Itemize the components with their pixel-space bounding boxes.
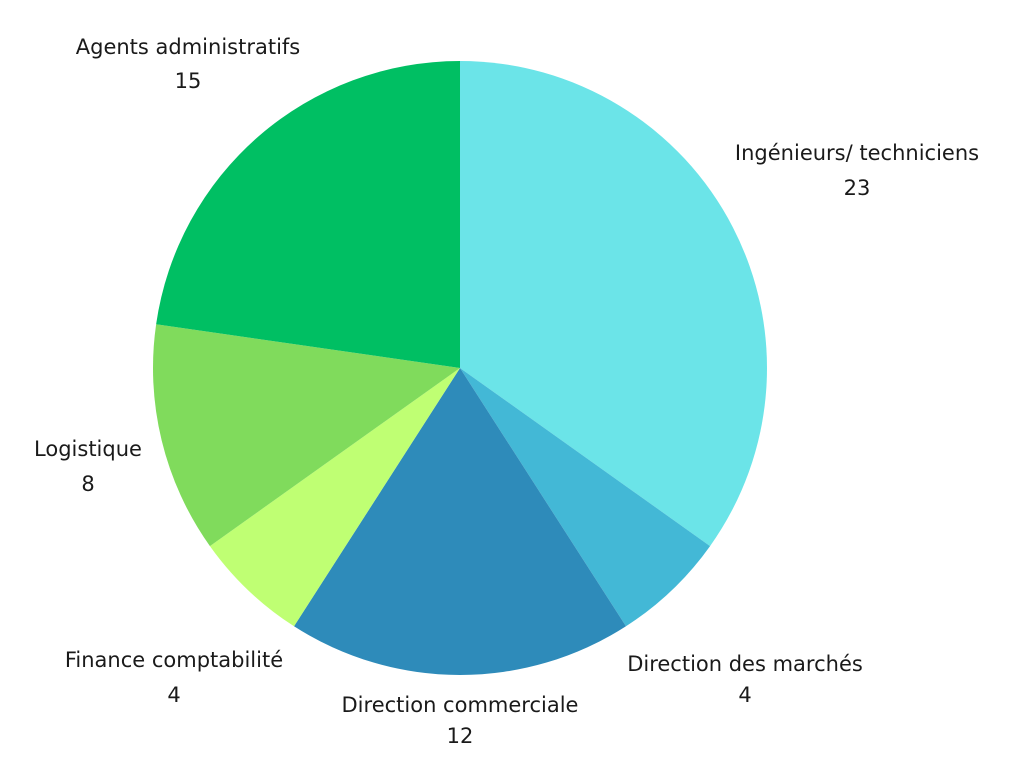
slice-label-direction-des-marches: Direction des marchés	[627, 652, 863, 676]
slice-label-direction-commerciale: Direction commerciale	[342, 693, 579, 717]
slice-value-agents-administratifs: 15	[175, 69, 202, 93]
pie-slices	[152, 61, 767, 675]
pie-slice-agents-administratifs	[156, 61, 460, 368]
slice-label-ingenieurs-techniciens: Ingénieurs/ techniciens	[735, 141, 979, 165]
slice-label-logistique: Logistique	[34, 437, 142, 461]
pie-labels: Ingénieurs/ techniciens 23 Direction des m…	[34, 35, 979, 748]
slice-value-logistique: 8	[81, 472, 94, 496]
pie-slice-direction-commerciale	[294, 368, 626, 675]
slice-label-agents-administratifs: Agents administratifs	[76, 35, 301, 59]
pie-slice-logistique	[152, 324, 460, 547]
slice-value-ingenieurs-techniciens: 23	[844, 176, 871, 200]
pie-slice-finance-comptabilite	[209, 368, 460, 627]
slice-value-finance-comptabilite: 4	[167, 683, 180, 707]
pie-slice-ingenieurs-techniciens	[460, 61, 767, 547]
pie-slice-direction-des-marches	[460, 368, 711, 627]
slice-value-direction-commerciale: 12	[447, 724, 474, 748]
slice-value-direction-des-marches: 4	[738, 683, 751, 707]
slice-label-finance-comptabilite: Finance comptabilité	[65, 648, 283, 672]
